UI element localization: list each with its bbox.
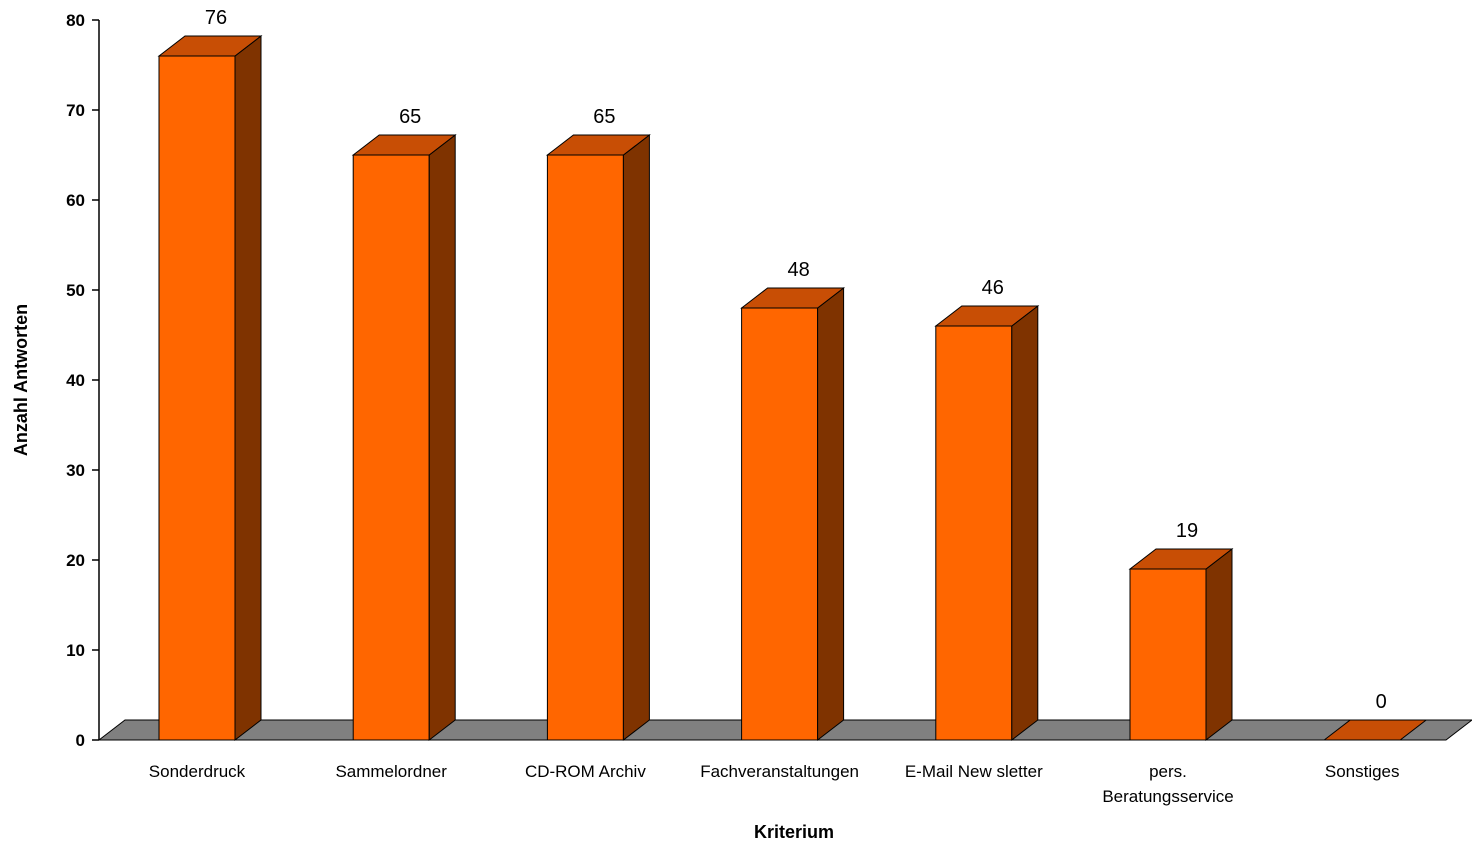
bar-side (429, 135, 455, 740)
y-axis-title: Anzahl Antworten (11, 304, 31, 456)
x-tick-label-line: Sonstiges (1325, 762, 1400, 781)
x-tick-label-line: Fachveranstaltungen (700, 762, 859, 781)
data-label: 65 (399, 106, 421, 128)
data-label: 65 (593, 106, 615, 128)
bar (353, 135, 455, 740)
bar-front (353, 155, 429, 740)
x-tick-label: Sammelordner (335, 762, 447, 781)
bar-front (547, 155, 623, 740)
y-tick-label: 20 (66, 551, 85, 570)
x-tick-label-line: E-Mail New sletter (905, 762, 1043, 781)
x-axis-title: Kriterium (754, 822, 834, 842)
x-tick-label-line: CD-ROM Archiv (525, 762, 646, 781)
y-tick-label: 50 (66, 281, 85, 300)
bar-side (1206, 549, 1232, 740)
x-tick-label-line: pers. (1149, 762, 1187, 781)
bar (1130, 549, 1232, 740)
data-label: 46 (982, 277, 1004, 299)
x-tick-label: CD-ROM Archiv (525, 762, 646, 781)
y-tick-label: 10 (66, 641, 85, 660)
y-tick-label: 70 (66, 101, 85, 120)
bars-layer (159, 36, 1426, 740)
bar-front (742, 308, 818, 740)
bar (936, 306, 1038, 740)
bar-side (623, 135, 649, 740)
y-tick-label: 0 (76, 731, 85, 750)
bar-front (936, 326, 1012, 740)
bar-front (159, 56, 235, 740)
y-tick-label: 60 (66, 191, 85, 210)
bar-side (235, 36, 261, 740)
x-tick-label: Fachveranstaltungen (700, 762, 859, 781)
x-tick-label: E-Mail New sletter (905, 762, 1043, 781)
y-tick-label: 40 (66, 371, 85, 390)
x-tick-label: Sonderdruck (149, 762, 246, 781)
bar-side (1012, 306, 1038, 740)
y-tick-label: 30 (66, 461, 85, 480)
bar (159, 36, 261, 740)
y-tick-label: 80 (66, 11, 85, 30)
bar-front (1130, 569, 1206, 740)
bar-side (818, 288, 844, 740)
x-tick-label-line: Sammelordner (335, 762, 447, 781)
x-tick-label: pers. Beratungsservice (1102, 762, 1233, 806)
y-axis: 0 10 20 30 40 50 60 70 80 (66, 11, 99, 750)
x-tick-label-line: Beratungsservice (1102, 787, 1233, 806)
data-label: 19 (1176, 520, 1198, 542)
data-label: 48 (787, 259, 809, 281)
bar (547, 135, 649, 740)
x-tick-label: Sonstiges (1325, 762, 1400, 781)
data-label: 76 (205, 7, 227, 29)
data-label: 0 (1376, 691, 1387, 713)
bar (742, 288, 844, 740)
x-tick-label-line: Sonderdruck (149, 762, 246, 781)
